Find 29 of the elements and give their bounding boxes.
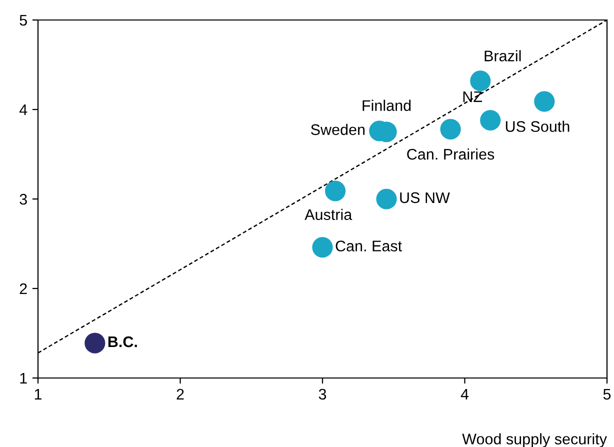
x-tick-label: 5 — [603, 388, 611, 400]
annotation: Can. East — [336, 240, 402, 252]
x-axis-title: Wood supply security — [462, 433, 607, 447]
annotation: B.C. — [108, 336, 137, 348]
annotation: Finland — [362, 100, 411, 111]
point — [376, 188, 397, 210]
y-tick-label: 2 — [20, 283, 27, 294]
y-tick-label: 1 — [20, 373, 27, 384]
annotation: NZ — [463, 91, 482, 102]
point — [440, 118, 461, 140]
point — [534, 91, 555, 112]
y-tick-label: 5 — [20, 15, 27, 26]
annotation: Sweden — [311, 124, 365, 136]
annotation: Austria — [304, 208, 352, 220]
point — [312, 237, 333, 258]
point — [325, 180, 346, 202]
point — [480, 110, 501, 131]
x-tick-label: 4 — [460, 388, 469, 400]
point — [84, 332, 106, 354]
y-tick-label: 4 — [19, 104, 28, 116]
annotation: Can. Prairies — [407, 148, 494, 160]
x-tick-label: 3 — [318, 388, 326, 400]
y-tick-label: 3 — [20, 194, 27, 205]
annotation: Brazil — [484, 50, 521, 62]
x-tick-label: 1 — [34, 388, 42, 400]
x-tick-label: 2 — [176, 388, 184, 400]
point — [470, 70, 491, 92]
annotation: US South — [506, 120, 570, 132]
annotation: US NW — [400, 192, 450, 204]
